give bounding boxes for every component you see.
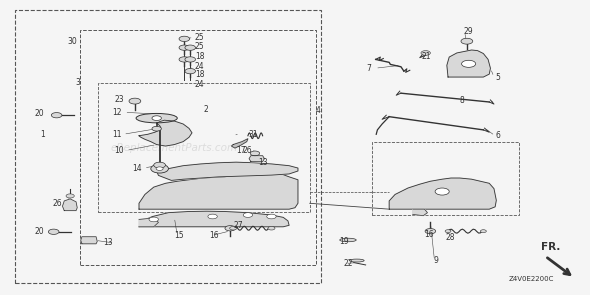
- Bar: [15, 9, 322, 283]
- Circle shape: [435, 188, 449, 195]
- Text: 11: 11: [112, 130, 122, 139]
- Text: 19: 19: [339, 237, 349, 246]
- Text: 20: 20: [34, 227, 44, 236]
- Polygon shape: [139, 171, 298, 209]
- Text: 14: 14: [132, 163, 142, 173]
- Text: 16: 16: [209, 231, 219, 240]
- Ellipse shape: [136, 114, 177, 123]
- Text: 21: 21: [421, 52, 431, 61]
- Text: 4: 4: [316, 106, 320, 115]
- Text: 20: 20: [34, 109, 44, 118]
- Text: 1: 1: [40, 130, 45, 139]
- Polygon shape: [231, 139, 248, 148]
- Text: 25: 25: [195, 42, 205, 51]
- Text: 24: 24: [195, 62, 205, 71]
- Circle shape: [243, 213, 253, 217]
- Text: 16: 16: [424, 230, 434, 239]
- Circle shape: [421, 51, 430, 55]
- Circle shape: [149, 217, 159, 222]
- Circle shape: [179, 36, 189, 42]
- Ellipse shape: [340, 238, 356, 242]
- Text: FR.: FR.: [541, 242, 560, 252]
- Text: 23: 23: [114, 95, 124, 104]
- Text: 15: 15: [174, 231, 184, 240]
- Text: 13: 13: [258, 158, 268, 167]
- Text: 26: 26: [53, 199, 63, 208]
- Text: 30: 30: [67, 37, 77, 46]
- Circle shape: [154, 162, 166, 168]
- Circle shape: [425, 229, 435, 234]
- Circle shape: [179, 57, 189, 62]
- Circle shape: [268, 227, 275, 230]
- Text: 31: 31: [248, 130, 258, 139]
- Circle shape: [445, 230, 451, 233]
- Circle shape: [185, 68, 195, 74]
- Polygon shape: [249, 156, 264, 162]
- Polygon shape: [81, 237, 97, 244]
- Circle shape: [267, 214, 276, 219]
- Text: 7: 7: [366, 64, 372, 73]
- Text: 10: 10: [114, 146, 124, 155]
- Text: 29: 29: [463, 27, 473, 36]
- Polygon shape: [139, 211, 289, 227]
- Circle shape: [250, 151, 260, 156]
- Circle shape: [461, 38, 473, 44]
- Text: 18: 18: [195, 52, 205, 61]
- Polygon shape: [447, 50, 490, 77]
- Bar: [372, 142, 519, 215]
- Text: 27: 27: [233, 221, 243, 230]
- Text: 2: 2: [204, 105, 208, 114]
- Text: 22: 22: [344, 259, 353, 268]
- Polygon shape: [63, 199, 77, 211]
- Text: 24: 24: [195, 80, 205, 89]
- Circle shape: [152, 116, 162, 120]
- Text: 6: 6: [495, 131, 500, 140]
- Bar: [98, 83, 310, 212]
- Circle shape: [480, 230, 486, 233]
- Circle shape: [225, 226, 235, 231]
- Text: Z4V0E2200C: Z4V0E2200C: [509, 276, 554, 282]
- Circle shape: [461, 60, 476, 67]
- Text: 8: 8: [460, 96, 464, 105]
- Polygon shape: [389, 178, 496, 209]
- Circle shape: [156, 167, 163, 171]
- Circle shape: [51, 113, 62, 118]
- Text: 12: 12: [112, 108, 122, 117]
- Circle shape: [48, 229, 59, 235]
- Text: 17: 17: [236, 146, 246, 155]
- Bar: [80, 30, 316, 265]
- Circle shape: [208, 214, 217, 219]
- Polygon shape: [139, 218, 159, 227]
- Polygon shape: [139, 120, 192, 146]
- Circle shape: [66, 194, 74, 198]
- Polygon shape: [157, 162, 298, 180]
- Text: 18: 18: [195, 70, 205, 78]
- Circle shape: [185, 45, 195, 50]
- Circle shape: [152, 126, 162, 131]
- Circle shape: [185, 57, 195, 62]
- Text: 5: 5: [495, 73, 500, 81]
- Circle shape: [129, 98, 141, 104]
- Text: 13: 13: [103, 238, 113, 248]
- Ellipse shape: [349, 259, 364, 262]
- Circle shape: [151, 164, 169, 173]
- Polygon shape: [413, 209, 427, 216]
- Circle shape: [230, 227, 237, 230]
- Text: 26: 26: [242, 146, 252, 155]
- Text: 25: 25: [195, 33, 205, 42]
- Text: 9: 9: [433, 256, 438, 265]
- Text: eReplacementParts.com: eReplacementParts.com: [111, 142, 238, 153]
- Text: 28: 28: [445, 232, 455, 242]
- Circle shape: [179, 45, 189, 50]
- Text: 3: 3: [76, 78, 80, 87]
